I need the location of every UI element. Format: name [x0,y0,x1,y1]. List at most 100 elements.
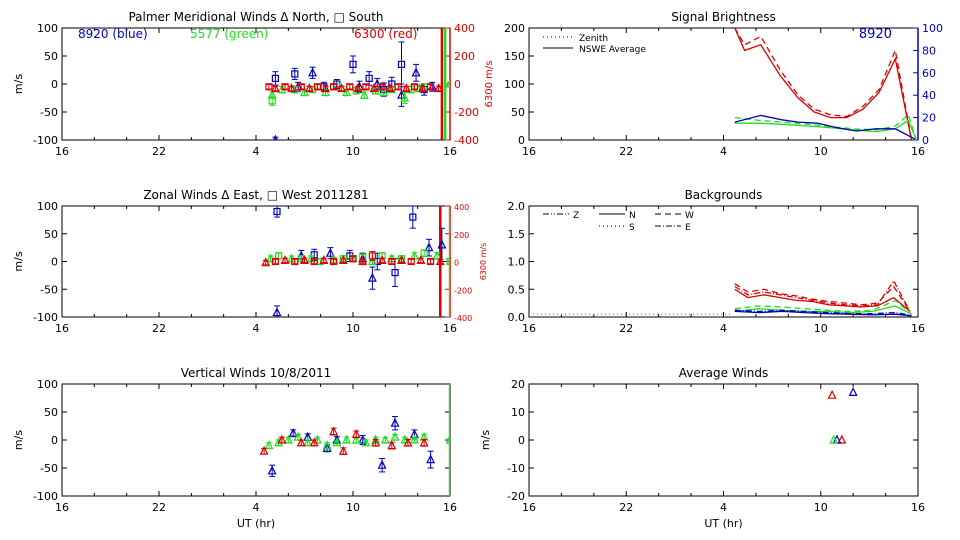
data-point-square [362,83,370,91]
data-point-square [346,83,354,91]
data-point-triangle [377,255,387,264]
chart-title: Signal Brightness [671,10,776,24]
y-tick-label: 200 [504,22,525,35]
y-tick-label: 0 [51,256,58,269]
data-point-triangle [287,83,297,93]
y-tick-label: -10 [507,462,525,475]
data-point-square [420,249,428,257]
data-point-square [368,252,376,260]
y-tick-label: 50 [44,50,58,63]
series-line [734,288,911,312]
y-tick-label: -100 [33,490,58,503]
data-point-triangle [367,256,377,266]
data-point-triangle [380,434,390,444]
data-point-triangle [367,272,377,282]
data-point-triangle [424,242,434,252]
data-point-triangle [827,389,837,399]
y-tick-label: 50 [44,406,58,419]
x-tick-label: 10 [346,322,360,335]
plot-area [529,279,912,317]
x-tick-label: 16 [911,145,925,158]
y-axis-label: m/s [479,430,492,450]
data-point-triangle [445,434,450,444]
right-y-tick-label: -200 [454,286,472,295]
data-point-triangle [400,92,410,102]
data-point-triangle [293,431,303,441]
data-point-triangle [432,250,442,260]
data-point-triangle [359,89,369,99]
y-tick-label: 20 [511,378,525,391]
right-y-tick-label: -400 [454,314,472,323]
data-point-triangle [397,255,406,264]
legend-entry: NSWE Average [579,45,646,55]
x-tick-label: 16 [443,145,457,158]
data-point-triangle [270,83,280,93]
series-line [734,28,913,140]
data-point-triangle [296,437,306,447]
data-point-square [313,83,322,91]
x-axis-label: UT (hr) [237,517,275,530]
legend-entry: 6300 (red) [354,27,417,41]
data-point-triangle [319,255,329,264]
data-point-square [397,60,406,69]
data-point-square [310,257,318,266]
data-point-triangle [361,437,371,447]
data-point-triangle [261,257,271,267]
x-tick-label: 16 [911,501,925,514]
data-point-triangle [338,255,348,264]
data-point-triangle [426,454,436,464]
x-tick-label: 10 [814,145,828,158]
data-point-triangle [437,239,447,249]
y-tick-label: 1.5 [508,228,526,241]
y-tick-label: 100 [504,78,525,91]
data-point-triangle [303,437,313,447]
y-axis-label: m/s [12,430,25,450]
data-point-square [409,213,417,221]
y-tick-label: -100 [33,134,58,147]
plot-area [261,206,450,317]
panel-zonal: Zonal Winds Δ East, □ West 2011281 16 22 4 1… [12,188,488,335]
y-axis-label: m/s [12,74,25,94]
legend-entry: N [629,211,636,221]
data-point-square [273,207,281,216]
data-point-triangle [325,247,335,257]
y-tick-label: 10 [511,406,525,419]
data-point-square [378,83,386,91]
data-point-triangle [267,89,277,99]
y-tick-label: 0.0 [508,311,526,324]
right-y-tick-label: -200 [454,106,479,119]
data-point-square [427,257,435,266]
data-point-triangle [338,445,348,455]
y-tick-label: -50 [40,462,58,475]
panel-meridional: Palmer Meridional Winds Δ North, □ South… [12,10,495,158]
chart-title: Backgrounds [685,188,763,202]
x-tick-label: 4 [253,322,260,335]
y-tick-label: 100 [37,22,58,35]
legend-entry: W [685,211,694,221]
data-point-triangle [409,434,419,444]
y-tick-label: -20 [507,490,525,503]
data-point-square [427,83,435,91]
data-point-square [291,257,299,266]
data-point-triangle [300,255,309,264]
data-point-square [410,83,419,91]
legend-entry: Zenith [579,34,608,44]
series-line [734,28,913,140]
y-tick-label: 150 [504,50,525,63]
y-tick-label: -50 [40,283,58,296]
x-tick-label: 16 [443,501,457,514]
data-point-triangle [369,83,379,93]
data-point-triangle [272,134,279,140]
plot-area [827,387,858,444]
y-axis-label: m/s [12,251,25,271]
series-line [734,114,916,140]
x-tick-label: 4 [720,501,727,514]
right-y-tick-label: 40 [922,89,936,102]
x-tick-label: 16 [443,322,457,335]
data-point-triangle [351,434,361,444]
right-axis-label: 6300 m/s [479,243,488,281]
data-point-square [330,83,338,91]
